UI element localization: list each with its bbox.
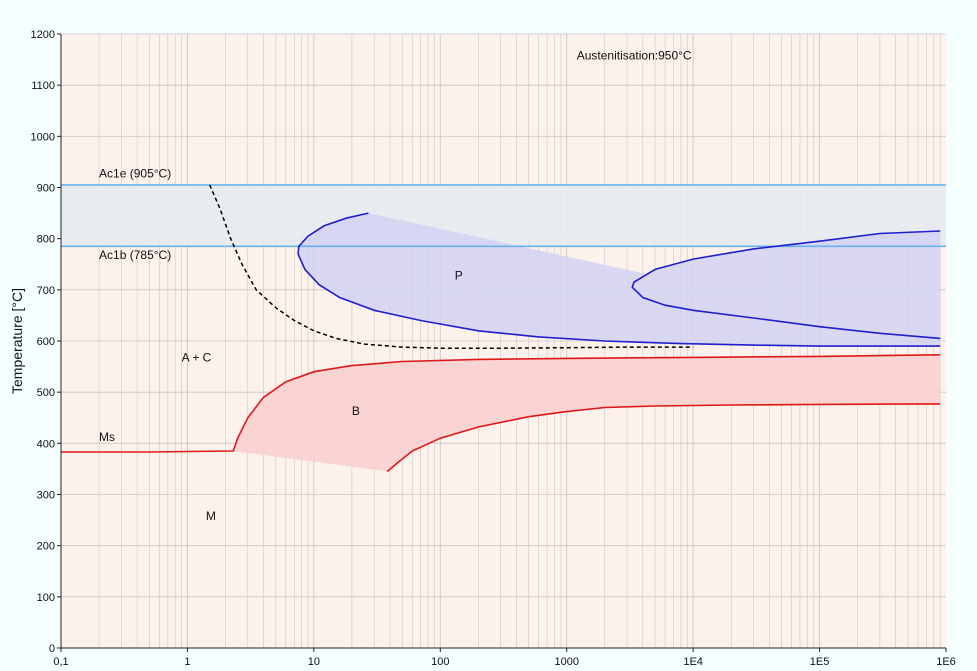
y-tick-label: 0 [49,643,55,655]
ferrite-start-curve [209,184,694,349]
y-tick-labels: 0 100 200 300 400 500 600 700 800 900 1000 1100 1200 [31,29,61,655]
y-tick-label: 400 [37,438,55,450]
y-tick-label: 1100 [31,80,55,92]
bainite-region [233,354,941,472]
x-tick-label: 100 [431,656,449,668]
x-tick-label: 1E5 [810,656,830,668]
x-tick-label: 1000 [554,656,578,668]
annotations: Austenitisation:950°C Ac1e (905°C) Ac1b (7… [99,49,692,523]
annotation-label: P [455,269,463,283]
y-tick-label: 300 [37,490,55,502]
curves [61,184,941,473]
annotation-label: B [352,404,360,418]
x-tick-labels: 0,1 1 10 100 1000 1E4 1E5 1E6 [53,648,956,668]
y-tick-label: 700 [37,285,55,297]
pearlite-start-curve [297,212,941,347]
annotation-label: A + C [182,350,212,364]
x-tick-label: 1E6 [936,656,956,668]
x-tick-label: 0,1 [53,656,68,668]
pearlite-finish-curve [631,230,941,340]
ac-band [61,184,946,247]
bainite-finish-curve [386,403,941,473]
annotation-label: M [206,509,216,523]
annotation-label: Austenitisation:950°C [577,49,692,63]
x-tick-label: 10 [308,656,320,668]
y-tick-label: 100 [37,592,55,604]
annotation-label: Ac1b (785°C) [99,248,171,262]
y-tick-label: 200 [37,541,55,553]
y-tick-label: 900 [37,183,55,195]
annotation-label: Ms [99,430,115,444]
x-tick-label: 1E4 [683,656,703,668]
x-tick-label: 1 [184,656,190,668]
y-tick-label: 500 [37,387,55,399]
bainite-start-curve [61,354,941,453]
y-axis-label: Temperature [°C] [9,288,25,394]
y-tick-label: 1000 [31,131,55,143]
y-tick-label: 1200 [31,29,55,41]
y-tick-label: 600 [37,336,55,348]
annotation-label: Ac1e (905°C) [99,166,171,180]
y-tick-label: 800 [37,234,55,246]
